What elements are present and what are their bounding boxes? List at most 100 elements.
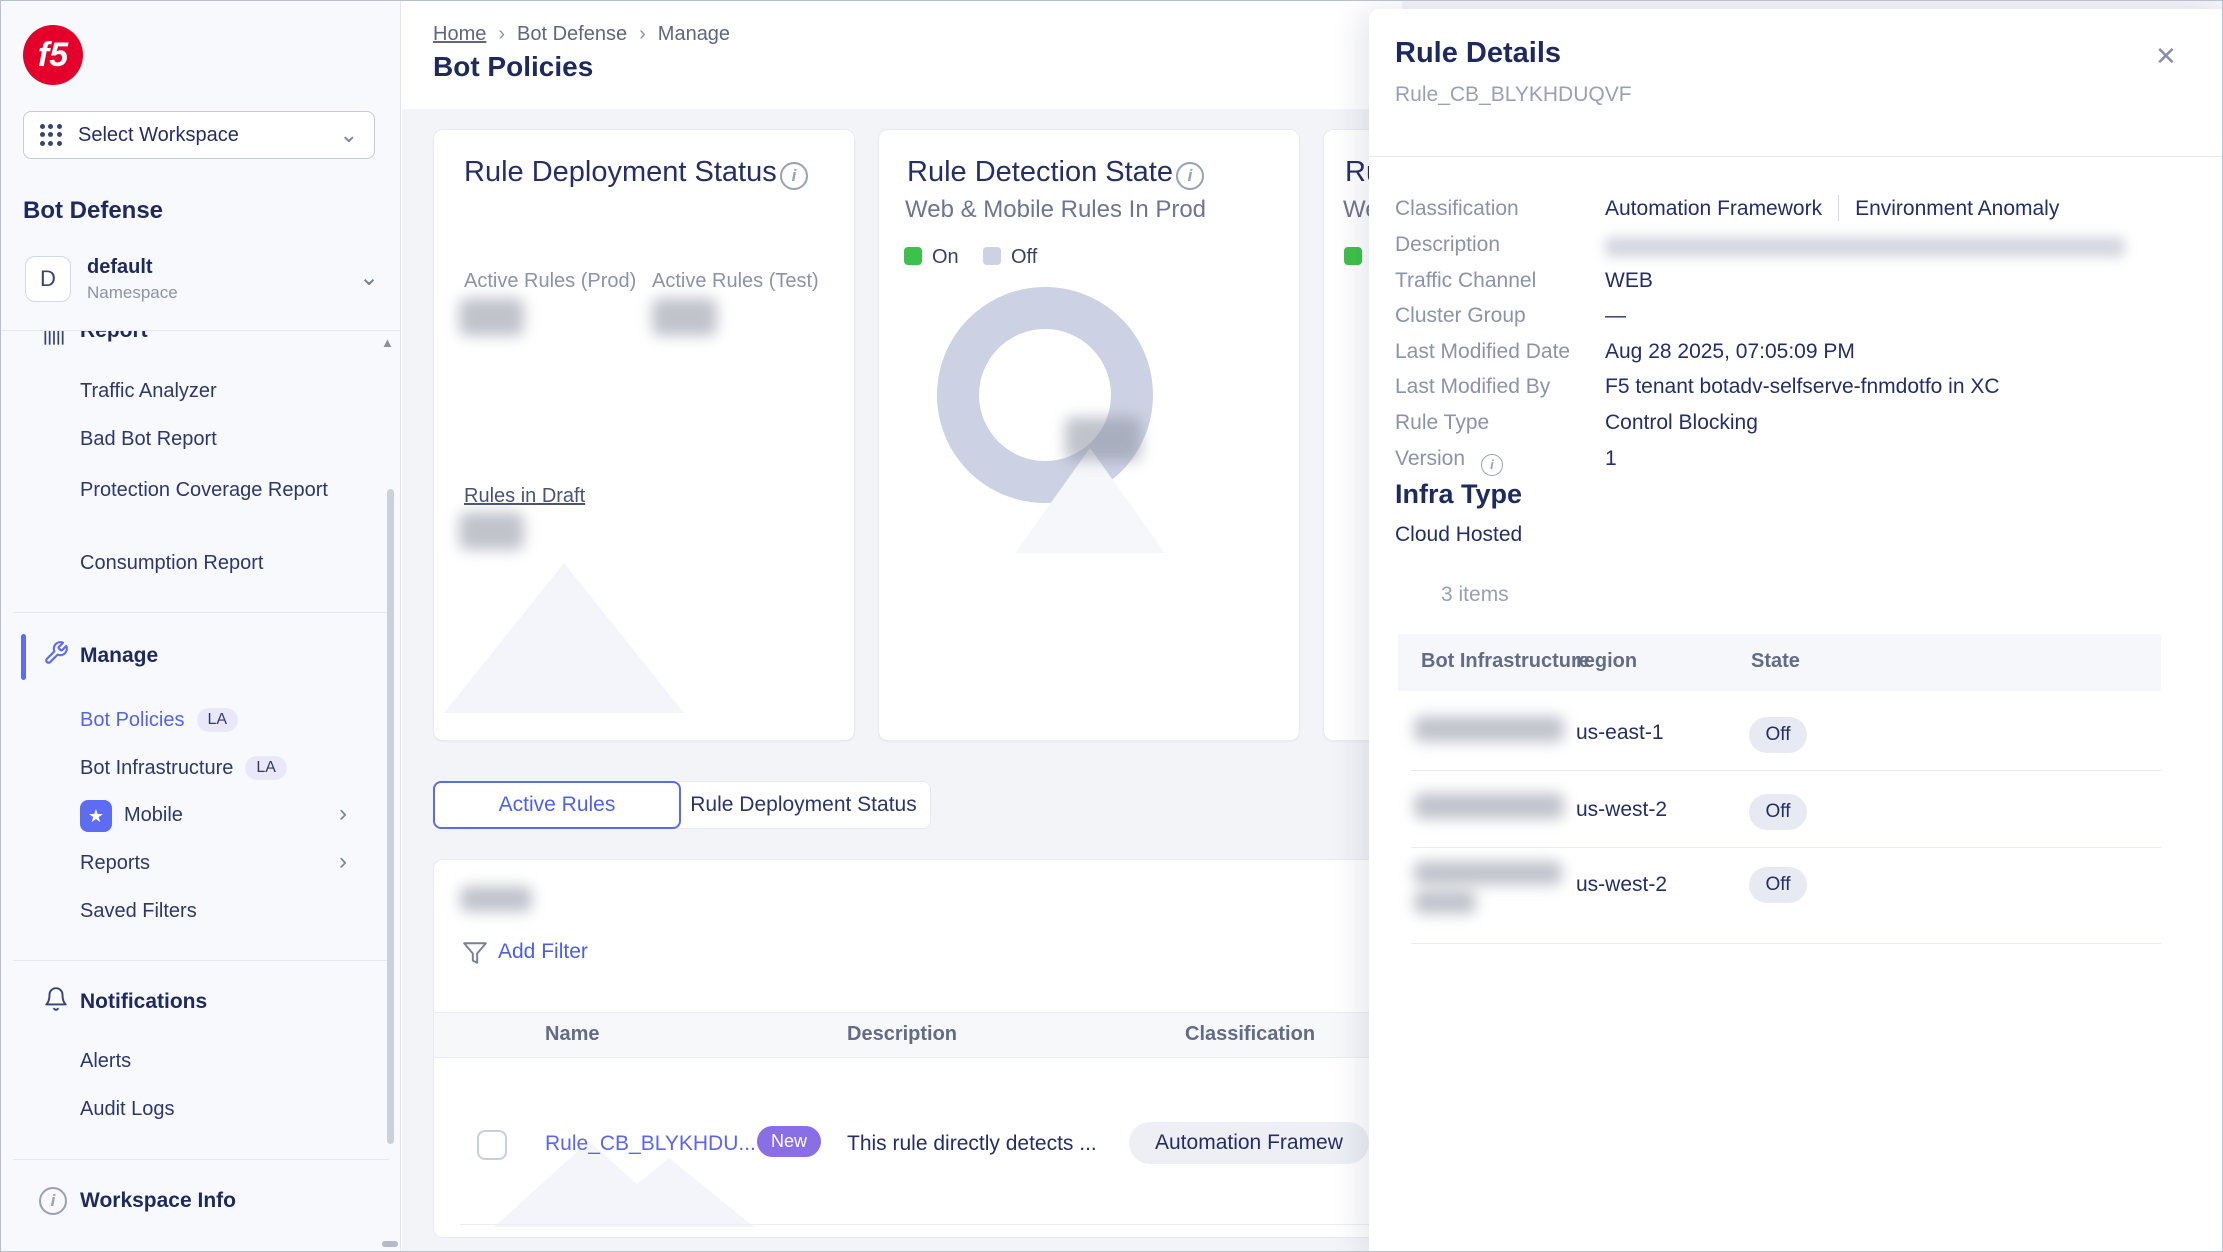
info-icon[interactable]: i	[1176, 162, 1204, 190]
watermark-triangle	[1015, 445, 1165, 553]
field-value-cluster-group: —	[1605, 304, 1626, 327]
sidebar-item-bad-bot-report[interactable]: Bad Bot Report	[80, 428, 217, 450]
add-filter-button[interactable]: Add Filter	[498, 940, 588, 963]
sidebar-item-workspace-info[interactable]: Workspace Info	[80, 1189, 236, 1212]
watermark-triangle	[584, 1155, 754, 1227]
sidebar-item-traffic-analyzer[interactable]: Traffic Analyzer	[80, 380, 217, 402]
column-header-name[interactable]: Name	[545, 1023, 600, 1045]
sidebar: f5 Select Workspace ⌄ Bot Defense D defa…	[1, 1, 401, 1251]
sidebar-item-protection-coverage-report[interactable]: Protection Coverage Report	[80, 479, 328, 501]
row-checkbox[interactable]	[477, 1130, 507, 1160]
field-label-rule-type: Rule Type	[1395, 411, 1490, 434]
blurred-infrastructure-name	[1414, 861, 1562, 885]
sidebar-divider	[13, 960, 389, 961]
field-label-traffic-channel: Traffic Channel	[1395, 269, 1537, 292]
la-badge: LA	[245, 756, 287, 780]
sidebar-scrollbar[interactable]	[387, 489, 394, 1144]
classification-value-2: Environment Anomaly	[1855, 197, 2060, 220]
blurred-description-value	[1605, 237, 2125, 257]
mobile-star-icon: ★	[80, 800, 112, 832]
column-header-bot-infrastructure[interactable]: Bot Infrastructure	[1421, 650, 1590, 672]
report-bars-icon	[44, 331, 64, 345]
namespace-type-label: Namespace	[87, 283, 178, 302]
sidebar-item-bot-policies[interactable]: Bot Policies LA	[80, 708, 239, 732]
column-header-region[interactable]: region	[1576, 650, 1638, 672]
rules-in-draft-link[interactable]: Rules in Draft	[464, 485, 586, 507]
field-value-version: 1	[1605, 447, 1617, 470]
chevron-down-icon: ⌄	[339, 122, 358, 147]
blurred-infrastructure-name	[1414, 716, 1564, 742]
panel-subtitle: Rule_CB_BLYKHDUQVF	[1395, 83, 1632, 106]
breadcrumb-manage[interactable]: Manage	[657, 23, 731, 45]
sidebar-item-audit-logs[interactable]: Audit Logs	[80, 1098, 175, 1120]
breadcrumb-bot-defense[interactable]: Bot Defense	[517, 23, 628, 45]
field-label-description: Description	[1395, 233, 1501, 256]
mobile-chevron-right-icon[interactable]: ›	[339, 800, 347, 827]
sidebar-item-consumption-report[interactable]: Consumption Report	[80, 552, 264, 574]
workspace-selector-label: Select Workspace	[78, 123, 239, 146]
reports-chevron-right-icon[interactable]: ›	[339, 848, 347, 875]
funnel-icon	[463, 942, 487, 964]
rule-detection-state-card: Rule Detection State i Web & Mobile Rule…	[878, 129, 1300, 741]
info-icon[interactable]: i	[780, 162, 808, 190]
f5-logo: f5	[23, 25, 83, 85]
sidebar-item-label: Bot Infrastructure	[80, 757, 234, 779]
state-pill: Off	[1749, 794, 1807, 830]
rule-details-panel: Rule Details ✕ Rule_CB_BLYKHDUQVF Classi…	[1369, 9, 2222, 1251]
sidebar-group-report[interactable]: Report	[80, 330, 148, 342]
grid-icon	[40, 124, 62, 146]
field-label-cluster-group: Cluster Group	[1395, 304, 1526, 327]
legend-off-label: Off	[1011, 246, 1038, 268]
region-cell: us-west-2	[1576, 798, 1668, 821]
blurred-infrastructure-name-line2	[1414, 890, 1476, 914]
watermark-triangle	[444, 560, 684, 713]
field-label-version: Version i	[1395, 447, 1503, 476]
sidebar-item-reports[interactable]: Reports	[80, 852, 151, 874]
sidebar-scroll-area: Report Traffic Analyzer Bad Bot Report P…	[1, 330, 401, 1160]
column-header-state[interactable]: State	[1751, 650, 1800, 672]
namespace-chevron-down-icon[interactable]: ⌄	[359, 264, 380, 291]
sidebar-item-bot-infrastructure[interactable]: Bot Infrastructure LA	[80, 756, 287, 780]
blurred-test-value	[652, 298, 717, 336]
workspace-selector[interactable]: Select Workspace ⌄	[23, 111, 375, 159]
rule-deployment-status-card: Rule Deployment Status i Active Rules (P…	[433, 129, 855, 741]
legend-on-swatch	[904, 247, 922, 265]
scrollbar-end-cap[interactable]	[382, 1241, 398, 1247]
field-value-traffic-channel: WEB	[1605, 269, 1653, 292]
close-icon[interactable]: ✕	[2155, 41, 2177, 71]
sidebar-item-alerts[interactable]: Alerts	[80, 1050, 132, 1072]
blurred-draft-value	[459, 512, 524, 550]
main-header	[402, 1, 1402, 109]
column-header-description[interactable]: Description	[847, 1023, 958, 1045]
sidebar-divider	[13, 1159, 389, 1160]
field-value-last-modified-by: F5 tenant botadv-selfserve-fnmdotfo in X…	[1605, 375, 2000, 398]
scroll-up-arrow[interactable]: ▲	[381, 335, 394, 350]
sidebar-group-notifications[interactable]: Notifications	[80, 990, 208, 1013]
version-info-icon[interactable]: i	[1480, 453, 1503, 476]
row-separator	[1411, 770, 2161, 771]
active-rules-test-label: Active Rules (Test)	[652, 270, 819, 292]
tab-active-rules[interactable]: Active Rules	[433, 781, 681, 829]
panel-title: Rule Details	[1395, 37, 1561, 69]
blurred-infrastructure-name	[1414, 793, 1564, 819]
tab-rule-deployment-status[interactable]: Rule Deployment Status	[677, 781, 931, 829]
active-section-indicator	[21, 634, 26, 680]
legend-on-label: On	[932, 246, 959, 268]
value-divider	[1838, 195, 1840, 221]
classification-pill: Automation Framew	[1129, 1122, 1369, 1164]
wrench-icon	[45, 641, 68, 664]
sidebar-item-label: Bot Policies	[80, 709, 185, 731]
card-title: Rule Deployment Status	[464, 156, 777, 188]
sidebar-item-saved-filters[interactable]: Saved Filters	[80, 900, 197, 922]
breadcrumb-home-link[interactable]: Home	[433, 23, 487, 45]
version-label-text: Version	[1395, 447, 1466, 470]
rule-name-link[interactable]: Rule_CB_BLYKHDU...	[545, 1132, 756, 1155]
namespace-avatar: D	[25, 256, 71, 302]
sidebar-group-manage[interactable]: Manage	[80, 644, 159, 667]
field-value-last-modified-date: Aug 28 2025, 07:05:09 PM	[1605, 340, 1855, 363]
panel-header-divider	[1369, 156, 2222, 157]
sidebar-item-mobile[interactable]: Mobile	[124, 804, 183, 826]
region-cell: us-east-1	[1576, 721, 1664, 744]
column-header-classification[interactable]: Classification	[1185, 1023, 1316, 1045]
